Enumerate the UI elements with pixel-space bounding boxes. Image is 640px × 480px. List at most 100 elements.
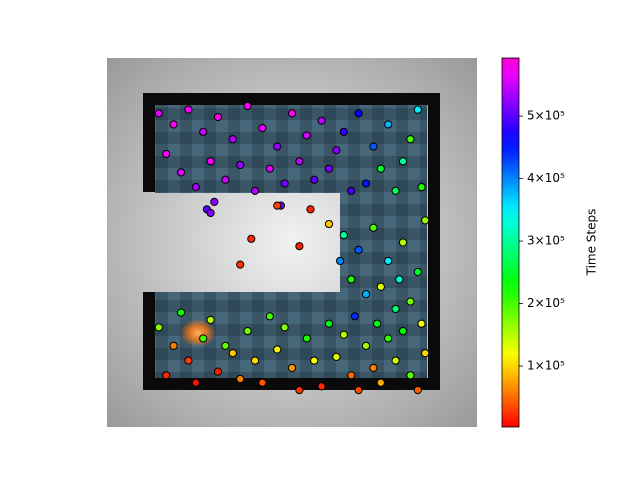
point [354, 386, 363, 395]
point [199, 334, 208, 343]
point [199, 127, 208, 136]
colorbar [502, 58, 519, 427]
point [417, 319, 426, 328]
point [317, 382, 326, 391]
point [154, 323, 163, 332]
point [421, 349, 430, 358]
point [376, 378, 385, 387]
point [369, 363, 378, 373]
colorbar-frame [501, 57, 520, 428]
point [210, 197, 219, 207]
point [324, 219, 334, 229]
point [398, 157, 408, 166]
point [384, 256, 393, 266]
point [413, 105, 422, 114]
point [310, 175, 319, 184]
point [169, 341, 178, 350]
point [287, 109, 297, 118]
point [228, 349, 237, 358]
point [306, 205, 315, 214]
point [191, 378, 200, 387]
maze-image [107, 58, 477, 427]
point [258, 124, 267, 133]
point [221, 341, 230, 350]
point [236, 374, 245, 384]
point [398, 238, 408, 247]
point [369, 142, 378, 151]
colorbar-tick-label: 3×10⁵ [527, 234, 565, 248]
colorbar-tick-label: 1×10⁵ [527, 359, 565, 373]
point [191, 183, 200, 192]
point [310, 356, 319, 365]
point [336, 256, 345, 266]
point [206, 208, 215, 218]
point [280, 179, 289, 188]
point [154, 109, 163, 118]
point [339, 330, 348, 339]
point [354, 109, 363, 118]
point [236, 160, 245, 170]
point [280, 323, 289, 332]
points [154, 101, 430, 395]
point [395, 275, 404, 284]
point [184, 105, 193, 114]
point [273, 142, 282, 151]
point [354, 245, 363, 254]
point [250, 186, 260, 195]
point [273, 345, 282, 354]
point [236, 260, 245, 269]
point [421, 216, 430, 225]
colorbar-label: Time Steps [585, 209, 599, 277]
point [406, 297, 415, 306]
point [369, 223, 378, 232]
point [206, 157, 215, 166]
colorbar-tick-label: 4×10⁵ [527, 171, 565, 185]
point [213, 112, 223, 122]
point [324, 164, 334, 173]
colorbar-tick-label: 5×10⁵ [527, 109, 565, 123]
point [213, 367, 223, 376]
point [417, 183, 426, 192]
point [398, 326, 408, 336]
point [339, 231, 348, 240]
point [184, 356, 193, 365]
point [413, 386, 422, 395]
point [324, 319, 334, 328]
point [361, 290, 371, 299]
point [347, 371, 356, 380]
point [384, 334, 393, 343]
point [295, 157, 304, 166]
point [221, 175, 230, 184]
point [347, 275, 356, 284]
point [176, 168, 186, 177]
point [350, 312, 359, 321]
colorbar-tick-label: 2×10⁵ [527, 296, 565, 310]
point [339, 127, 348, 136]
point [332, 146, 341, 155]
point [206, 315, 215, 325]
point [295, 242, 304, 251]
point [406, 371, 415, 380]
point [295, 386, 304, 395]
point [413, 267, 422, 277]
point [406, 135, 415, 144]
point [265, 312, 274, 321]
point [176, 308, 186, 317]
point [302, 131, 311, 140]
goal-glow [180, 319, 216, 347]
point [258, 378, 267, 387]
point [265, 164, 274, 173]
point [169, 120, 178, 129]
colorbar-ticks: 1×10⁵ 2×10⁵ 3×10⁵ 4×10⁵ 5×10⁵ [519, 109, 565, 373]
point [228, 135, 237, 144]
point [332, 352, 341, 361]
point [317, 116, 326, 125]
point [391, 186, 400, 195]
point [273, 201, 282, 210]
point [361, 179, 371, 188]
point [391, 304, 400, 314]
point [243, 101, 252, 111]
point [287, 363, 297, 373]
point [247, 234, 256, 243]
